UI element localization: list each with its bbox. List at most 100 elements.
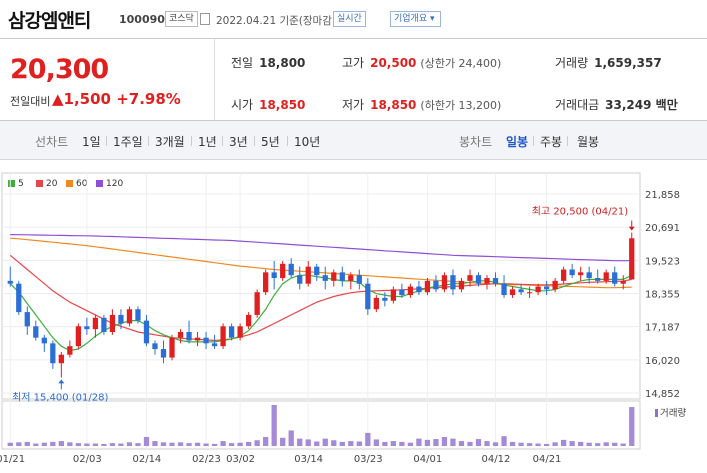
volume-bar <box>92 443 99 446</box>
volume-bar <box>620 443 626 446</box>
change-amount: ▲1,500 <box>52 90 111 108</box>
volume-bar <box>263 436 269 446</box>
candle-body <box>58 354 64 364</box>
y-tick-label: 19,523 <box>645 256 680 267</box>
volume-legend-swatch <box>655 409 658 417</box>
candle-body <box>314 266 320 276</box>
volume-bar <box>390 441 397 446</box>
change-percent: +7.98% <box>116 90 181 108</box>
volume-bar <box>254 440 260 446</box>
volume-bar <box>612 442 618 446</box>
candle-body <box>305 266 311 284</box>
candle-body <box>152 343 158 350</box>
volume-bar <box>578 441 584 446</box>
candle-body <box>67 346 73 355</box>
x-tick-label: 01/21 <box>0 454 25 465</box>
candle-body <box>373 297 379 310</box>
tab-candle-chart[interactable]: 봉차트 <box>459 135 493 149</box>
volume-bar <box>143 436 150 446</box>
tab-10-years[interactable]: 10년 <box>294 135 321 149</box>
volume-bar <box>433 439 439 446</box>
tab-separator <box>222 136 223 146</box>
x-tick-label: 02/23 <box>192 454 221 465</box>
y-tick-label: 21,858 <box>645 190 680 201</box>
volume-bar <box>152 441 158 446</box>
tab-1-week[interactable]: 1주일 <box>113 135 143 149</box>
volume-bar <box>245 441 252 446</box>
candle-body <box>450 275 456 290</box>
tab-5-years[interactable]: 5년 <box>261 135 280 149</box>
candle-body <box>569 269 575 276</box>
candle-body <box>50 343 56 364</box>
candle-body <box>526 292 533 294</box>
volume-bar <box>339 441 345 446</box>
candle-body <box>467 275 473 281</box>
volume-bar <box>160 442 167 446</box>
candle-body <box>186 331 192 341</box>
tab-monthly[interactable]: 월봉 <box>577 135 600 149</box>
document-icon[interactable] <box>200 13 210 25</box>
candle-body <box>16 283 22 313</box>
volume-bar <box>33 443 39 446</box>
divider <box>214 39 215 120</box>
legend-ma5: 5 <box>8 179 24 189</box>
stock-code: 100090 <box>119 13 165 26</box>
candle-body <box>492 278 499 284</box>
high-annotation: 최고 20,500 (04/21) <box>532 206 628 218</box>
tab-line-chart[interactable]: 선차트 <box>35 135 69 149</box>
tab-daily[interactable]: 일봉 <box>506 135 529 149</box>
tab-separator <box>533 136 534 146</box>
candle-body <box>560 269 567 281</box>
candle-body <box>143 320 150 344</box>
candle-body <box>441 275 448 290</box>
candle-body <box>578 272 584 276</box>
x-tick-label: 04/12 <box>482 454 511 465</box>
volume-bar <box>203 443 209 446</box>
x-tick-label: 03/02 <box>226 454 255 465</box>
x-tick-label: 04/01 <box>413 454 442 465</box>
volume-bar <box>75 443 82 446</box>
candle-body <box>7 280 13 284</box>
candle-body <box>356 275 362 284</box>
volume-bar <box>101 443 107 446</box>
company-info-dropdown[interactable]: 기업개요 ▾ <box>390 11 441 27</box>
candle-body <box>509 289 516 296</box>
volume-bar <box>467 441 473 446</box>
volume-bar <box>67 442 73 446</box>
candle-body <box>331 272 337 281</box>
candle-body <box>160 349 167 358</box>
turnover-stat: 거래대금 33,249 백만 <box>555 98 678 112</box>
ma120-line <box>10 234 632 262</box>
volume-bar <box>416 438 422 446</box>
volume-bar <box>603 442 609 446</box>
candle-body <box>390 289 397 301</box>
volume-bar <box>543 443 550 446</box>
x-tick-label: 02/03 <box>73 454 102 465</box>
candle-body <box>288 263 294 276</box>
y-tick-label: 18,355 <box>645 290 680 301</box>
volume-label: 거래량 <box>660 407 686 419</box>
volume-bar <box>535 443 541 446</box>
candle-body <box>382 297 388 301</box>
tab-3-years[interactable]: 3년 <box>229 135 248 149</box>
candle-body <box>629 238 635 280</box>
candle-body <box>228 326 235 338</box>
tab-separator <box>567 136 568 146</box>
price-panel <box>1 172 641 400</box>
open-stat: 시가 18,850 <box>231 98 306 112</box>
volume-bar <box>595 443 601 446</box>
tab-1-year[interactable]: 1년 <box>198 135 217 149</box>
volume-bar <box>450 438 456 446</box>
candle-body <box>177 331 184 338</box>
candle-body <box>194 337 201 341</box>
volume-bar <box>41 442 47 446</box>
tab-1-day[interactable]: 1일 <box>82 135 101 149</box>
candle-body <box>135 309 141 321</box>
realtime-button[interactable]: 실시간 <box>333 11 366 27</box>
volume-bar <box>399 441 405 446</box>
tab-3-months[interactable]: 3개월 <box>155 135 185 149</box>
tab-weekly[interactable]: 주봉 <box>540 135 563 149</box>
volume-bar <box>24 441 30 446</box>
volume-bar <box>126 442 133 446</box>
